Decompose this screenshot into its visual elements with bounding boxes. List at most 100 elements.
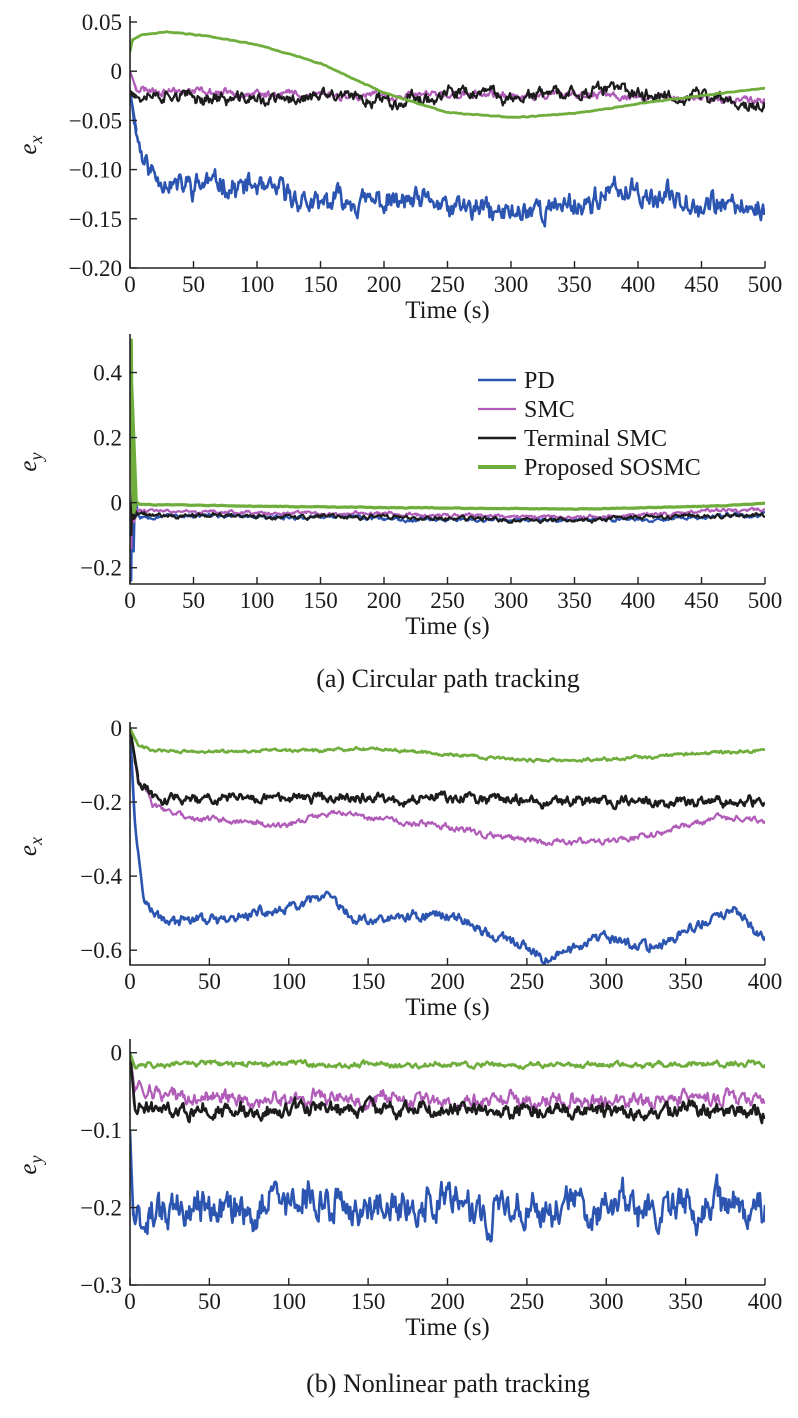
x-tick-label: 0 — [124, 588, 136, 613]
x-tick-label: 150 — [351, 969, 386, 994]
y-tick-label: −0.10 — [69, 158, 122, 183]
y-tick-label: −0.2 — [80, 790, 122, 815]
panel-3-ticks — [129, 727, 766, 965]
panel-2-ticks — [129, 371, 766, 584]
panel-1-ticks — [129, 21, 766, 269]
x-tick-label: 50 — [198, 1289, 221, 1314]
x-tick-label: 250 — [510, 1289, 545, 1314]
y-tick-label: −0.4 — [80, 864, 122, 889]
y-tick-label: 0.4 — [93, 361, 122, 386]
panel-2-y-axis-label: ey — [15, 452, 46, 471]
series-line-pd — [130, 89, 765, 228]
x-tick-label: 450 — [684, 272, 719, 297]
x-tick-label: 500 — [748, 588, 783, 613]
x-tick-label: 350 — [557, 272, 592, 297]
series-line-proposed-sosmc — [130, 1051, 765, 1071]
panel-3-lines — [130, 726, 765, 965]
x-tick-label: 350 — [668, 969, 703, 994]
panel-3-tick-labels: 0 50 100 150 200 250 300 350 400 0 −0.2 −0.4 −0.6 — [80, 716, 782, 994]
y-tick-label: −0.1 — [80, 1118, 122, 1143]
x-tick-label: 250 — [430, 588, 465, 613]
panel-2-tick-labels: 0 50 100 150 200 250 300 350 400 450 5000.40.20−0.… — [80, 361, 782, 613]
y-tick-label: −0.3 — [80, 1273, 122, 1298]
panel-4-y-axis-label: ey — [15, 1155, 46, 1174]
x-tick-label: 500 — [748, 272, 783, 297]
x-tick-label: 400 — [621, 272, 656, 297]
panel-nonlinear-ex: 0 50 100 150 200 250 300 350 400 0 −0.2 −0.4 −0.6 Ti… — [15, 716, 782, 1021]
x-tick-label: 100 — [272, 969, 307, 994]
panel-nonlinear-ey: 0 50 100 150 200 250 300 350 400 0 −0.1 −0.2 −0.3 Ti… — [15, 1039, 782, 1341]
y-tick-label: −0.20 — [69, 256, 122, 281]
x-tick-label: 300 — [494, 272, 529, 297]
legend-label-proposed-sosmc: Proposed SOSMC — [524, 455, 701, 481]
panel-circular-ex: 0 50 100 150 200 250 300 350 400 450 500 0.05 0 −0.05… — [15, 10, 782, 324]
x-tick-label: 150 — [303, 588, 338, 613]
x-tick-label: 300 — [589, 1289, 624, 1314]
x-tick-label: 100 — [240, 272, 275, 297]
panel-1-tick-labels: 0 50 100 150 200 250 300 350 400 450 500 0.05 0 −0.05… — [69, 10, 782, 297]
panel-4-lines — [130, 1051, 765, 1243]
panel-4-tick-labels: 0 50 100 150 200 250 300 350 400 0 −0.1 −0.2 −0.3 — [80, 1041, 782, 1314]
panel-3-y-axis-label: ex — [15, 837, 46, 856]
caption-a: (a) Circular path tracking — [316, 664, 580, 693]
x-tick-label: 200 — [367, 588, 402, 613]
y-tick-label: −0.2 — [80, 556, 122, 581]
x-tick-label: 50 — [182, 588, 205, 613]
x-tick-label: 0 — [124, 272, 136, 297]
x-tick-label: 50 — [198, 969, 221, 994]
x-tick-label: 450 — [684, 588, 719, 613]
x-tick-label: 200 — [367, 272, 402, 297]
x-tick-label: 200 — [430, 969, 465, 994]
panel-3-x-axis-label: Time (s) — [405, 994, 490, 1021]
panel-3-axes — [129, 722, 765, 966]
x-tick-label: 150 — [303, 272, 338, 297]
series-line-proposed-sosmc — [130, 726, 765, 764]
series-line-pd — [130, 726, 765, 965]
series-line-smc — [130, 1051, 765, 1114]
series-line-pd — [130, 475, 765, 582]
y-tick-label: 0 — [111, 491, 123, 516]
x-tick-label: 400 — [748, 1289, 783, 1314]
panel-4-x-axis-label: Time (s) — [405, 1314, 490, 1341]
y-tick-label: −0.2 — [80, 1196, 122, 1221]
legend-label-terminal-smc: Terminal SMC — [524, 426, 667, 452]
x-tick-label: 300 — [589, 969, 624, 994]
caption-b: (b) Nonlinear path tracking — [306, 1369, 590, 1398]
series-line-smc — [130, 485, 765, 550]
series-line-terminal-smc — [130, 1051, 765, 1125]
y-tick-label: −0.15 — [69, 207, 122, 232]
y-tick-label: 0 — [111, 1041, 123, 1066]
x-tick-label: 0 — [124, 969, 136, 994]
panel-2-lines — [130, 338, 765, 582]
x-tick-label: 100 — [240, 588, 275, 613]
x-tick-label: 350 — [668, 1289, 703, 1314]
panel-2-x-axis-label: Time (s) — [405, 613, 490, 640]
y-tick-label: −0.05 — [69, 108, 122, 133]
series-line-terminal-smc — [130, 80, 765, 113]
x-tick-label: 250 — [510, 969, 545, 994]
x-tick-label: 150 — [351, 1289, 386, 1314]
x-tick-label: 400 — [748, 969, 783, 994]
series-line-terminal-smc — [130, 488, 765, 537]
panel-1-axes — [129, 16, 765, 269]
panel-1-x-axis-label: Time (s) — [405, 297, 490, 324]
panel-4-ticks — [129, 1052, 766, 1286]
panel-circular-ey: 0 50 100 150 200 250 300 350 400 450 5000.40.20−0.… — [15, 334, 782, 640]
series-line-proposed-sosmc — [130, 338, 765, 515]
y-tick-label: −0.6 — [80, 938, 122, 963]
x-tick-label: 350 — [557, 588, 592, 613]
y-tick-label: 0 — [111, 59, 123, 84]
x-tick-label: 300 — [494, 588, 529, 613]
y-tick-label: 0.2 — [93, 426, 122, 451]
x-tick-label: 100 — [272, 1289, 307, 1314]
legend: PD SMC Terminal SMC Proposed SOSMC — [478, 368, 701, 481]
legend-label-pd: PD — [524, 368, 555, 394]
panel-1-y-axis-label: ex — [15, 135, 46, 154]
y-tick-label: 0.05 — [82, 10, 122, 35]
x-tick-label: 0 — [124, 1289, 136, 1314]
panel-4-axes — [129, 1039, 765, 1286]
x-tick-label: 250 — [430, 272, 465, 297]
x-tick-label: 400 — [621, 588, 656, 613]
series-line-terminal-smc — [130, 726, 765, 811]
